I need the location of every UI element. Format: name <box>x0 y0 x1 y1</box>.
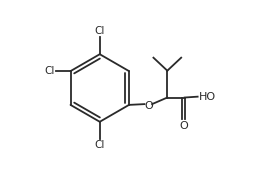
Text: Cl: Cl <box>44 66 55 76</box>
Text: Cl: Cl <box>95 140 105 150</box>
Text: Cl: Cl <box>95 26 105 36</box>
Text: HO: HO <box>198 92 216 102</box>
Text: O: O <box>144 101 153 111</box>
Text: O: O <box>179 121 188 131</box>
